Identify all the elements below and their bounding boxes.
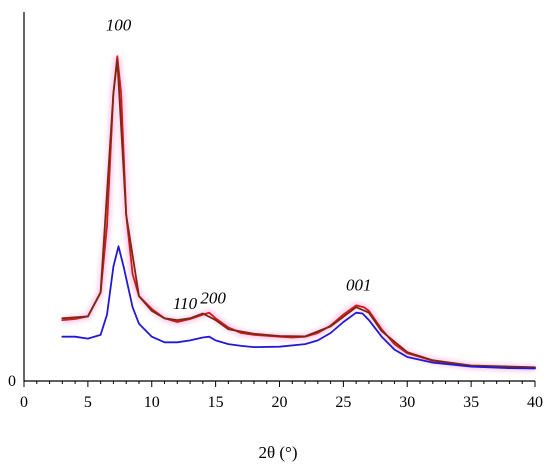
x-tick-label: 0 <box>20 394 28 411</box>
annotation-layer: 100 110 200 001 <box>106 15 372 313</box>
series-layer <box>61 55 536 370</box>
x-tick-label: 15 <box>208 394 224 411</box>
x-tick-label: 30 <box>399 394 415 411</box>
series-line-2 <box>61 59 536 369</box>
peak-annotation: 100 <box>106 15 132 34</box>
x-tick-label: 5 <box>84 394 92 411</box>
x-tick-label: 40 <box>527 394 543 411</box>
peak-annotation: 110 <box>173 294 198 313</box>
x-tick-label: 10 <box>144 394 160 411</box>
x-axis-label: 2θ (°) <box>258 443 297 462</box>
tick-layer: 0 5 10 15 20 25 30 35 40 0 <box>8 373 543 411</box>
x-tick-label: 35 <box>463 394 479 411</box>
peak-annotation: 001 <box>346 276 372 295</box>
series-line-3 <box>61 245 536 370</box>
series-line-1 <box>61 55 536 369</box>
x-tick-label: 25 <box>335 394 351 411</box>
peak-annotation: 200 <box>200 289 226 308</box>
y-tick-label: 0 <box>8 373 16 390</box>
series-glow <box>62 55 536 372</box>
x-tick-label: 20 <box>272 394 288 411</box>
axis-layer <box>23 12 535 382</box>
series-glow-layer <box>62 55 536 372</box>
